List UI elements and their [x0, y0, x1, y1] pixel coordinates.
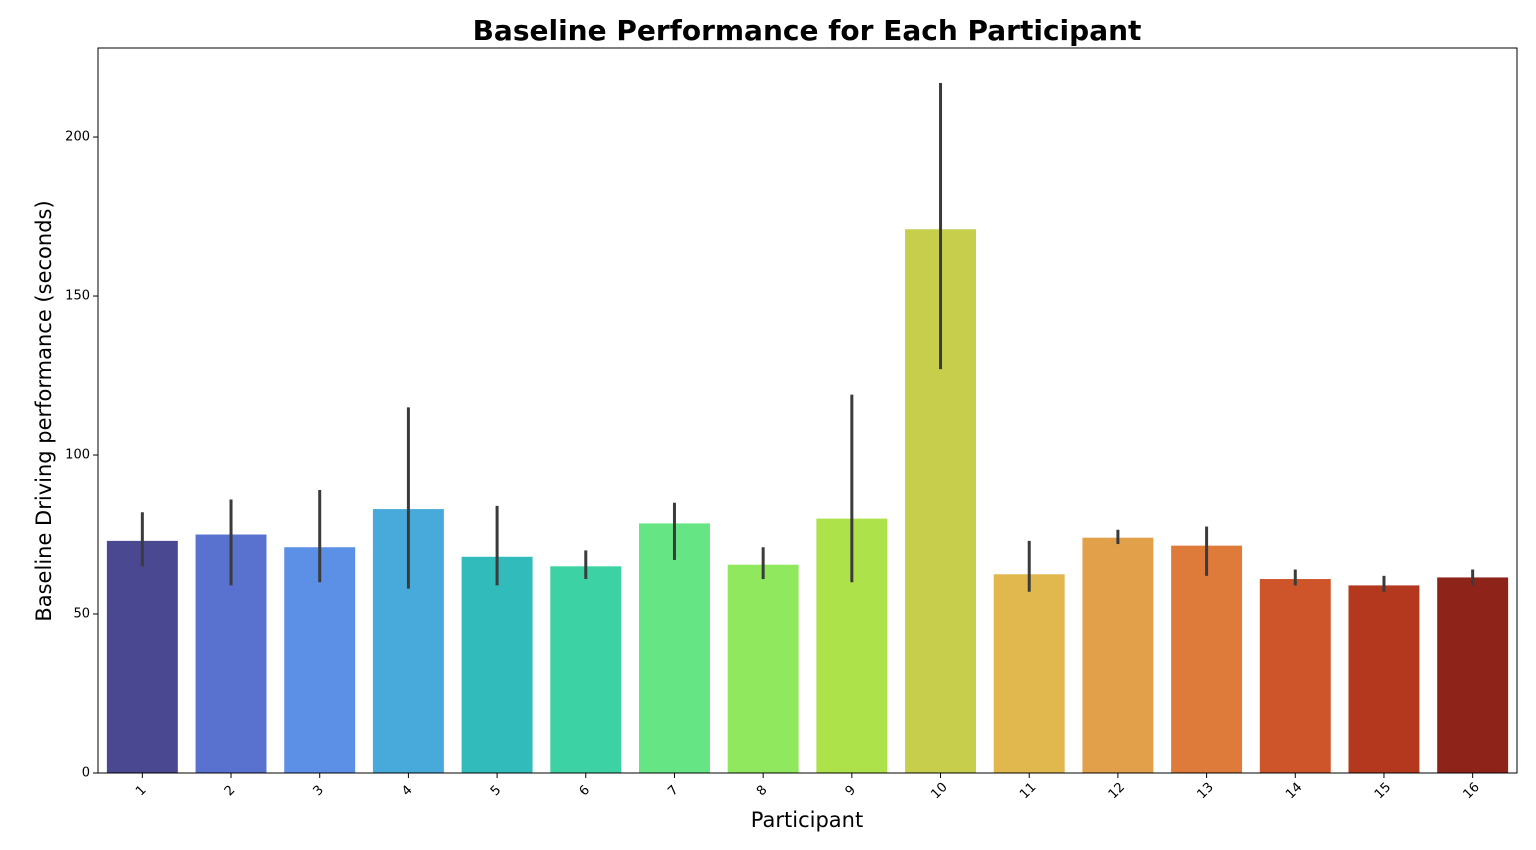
x-tick-label-1: 1: [133, 783, 149, 799]
y-axis: 0 50 100 150 200: [65, 130, 98, 781]
chart-title: Baseline Performance for Each Participan…: [473, 14, 1142, 47]
x-axis-label: Participant: [751, 808, 863, 832]
y-tick-label-150: 150: [65, 289, 90, 304]
bar-8: [727, 564, 799, 773]
x-tick-label-10: 10: [928, 780, 950, 802]
x-tick-label-9: 9: [843, 783, 859, 799]
bar-1: [106, 540, 178, 773]
x-tick-label-2: 2: [222, 783, 238, 799]
bar-6: [550, 566, 622, 773]
y-axis-label: Baseline Driving performance (seconds): [32, 200, 56, 621]
x-axis: 1 2 3 4 5 6 7 8 9 10 11 12 13 14 15 16: [133, 773, 1483, 802]
y-tick-label-0: 0: [82, 766, 90, 781]
x-tick-label-6: 6: [577, 783, 593, 799]
x-tick-label-15: 15: [1372, 780, 1394, 802]
x-tick-label-14: 14: [1283, 780, 1305, 802]
x-tick-label-12: 12: [1106, 780, 1128, 802]
y-tick-label-200: 200: [65, 130, 90, 145]
bar-12: [1082, 537, 1154, 773]
bar-11: [993, 574, 1065, 773]
bar-3: [284, 547, 356, 773]
plot-area-frame: [97, 47, 1518, 774]
x-tick-label-3: 3: [310, 783, 326, 799]
bar-13: [1171, 545, 1243, 773]
x-tick-label-5: 5: [488, 783, 504, 799]
bar-16: [1437, 577, 1509, 773]
x-tick-label-16: 16: [1461, 780, 1483, 802]
bars-group: [106, 229, 1509, 773]
bar-7: [638, 523, 710, 773]
x-tick-label-11: 11: [1017, 780, 1039, 802]
bar-15: [1348, 585, 1420, 773]
x-tick-label-8: 8: [754, 783, 770, 799]
y-tick-label-100: 100: [65, 448, 90, 463]
y-tick-label-50: 50: [73, 607, 90, 622]
bar-5: [461, 556, 533, 773]
x-tick-label-7: 7: [665, 783, 681, 799]
bar-14: [1259, 579, 1331, 773]
error-bars-group: [140, 82, 1475, 592]
x-tick-label-13: 13: [1194, 780, 1216, 802]
x-tick-label-4: 4: [399, 783, 415, 799]
